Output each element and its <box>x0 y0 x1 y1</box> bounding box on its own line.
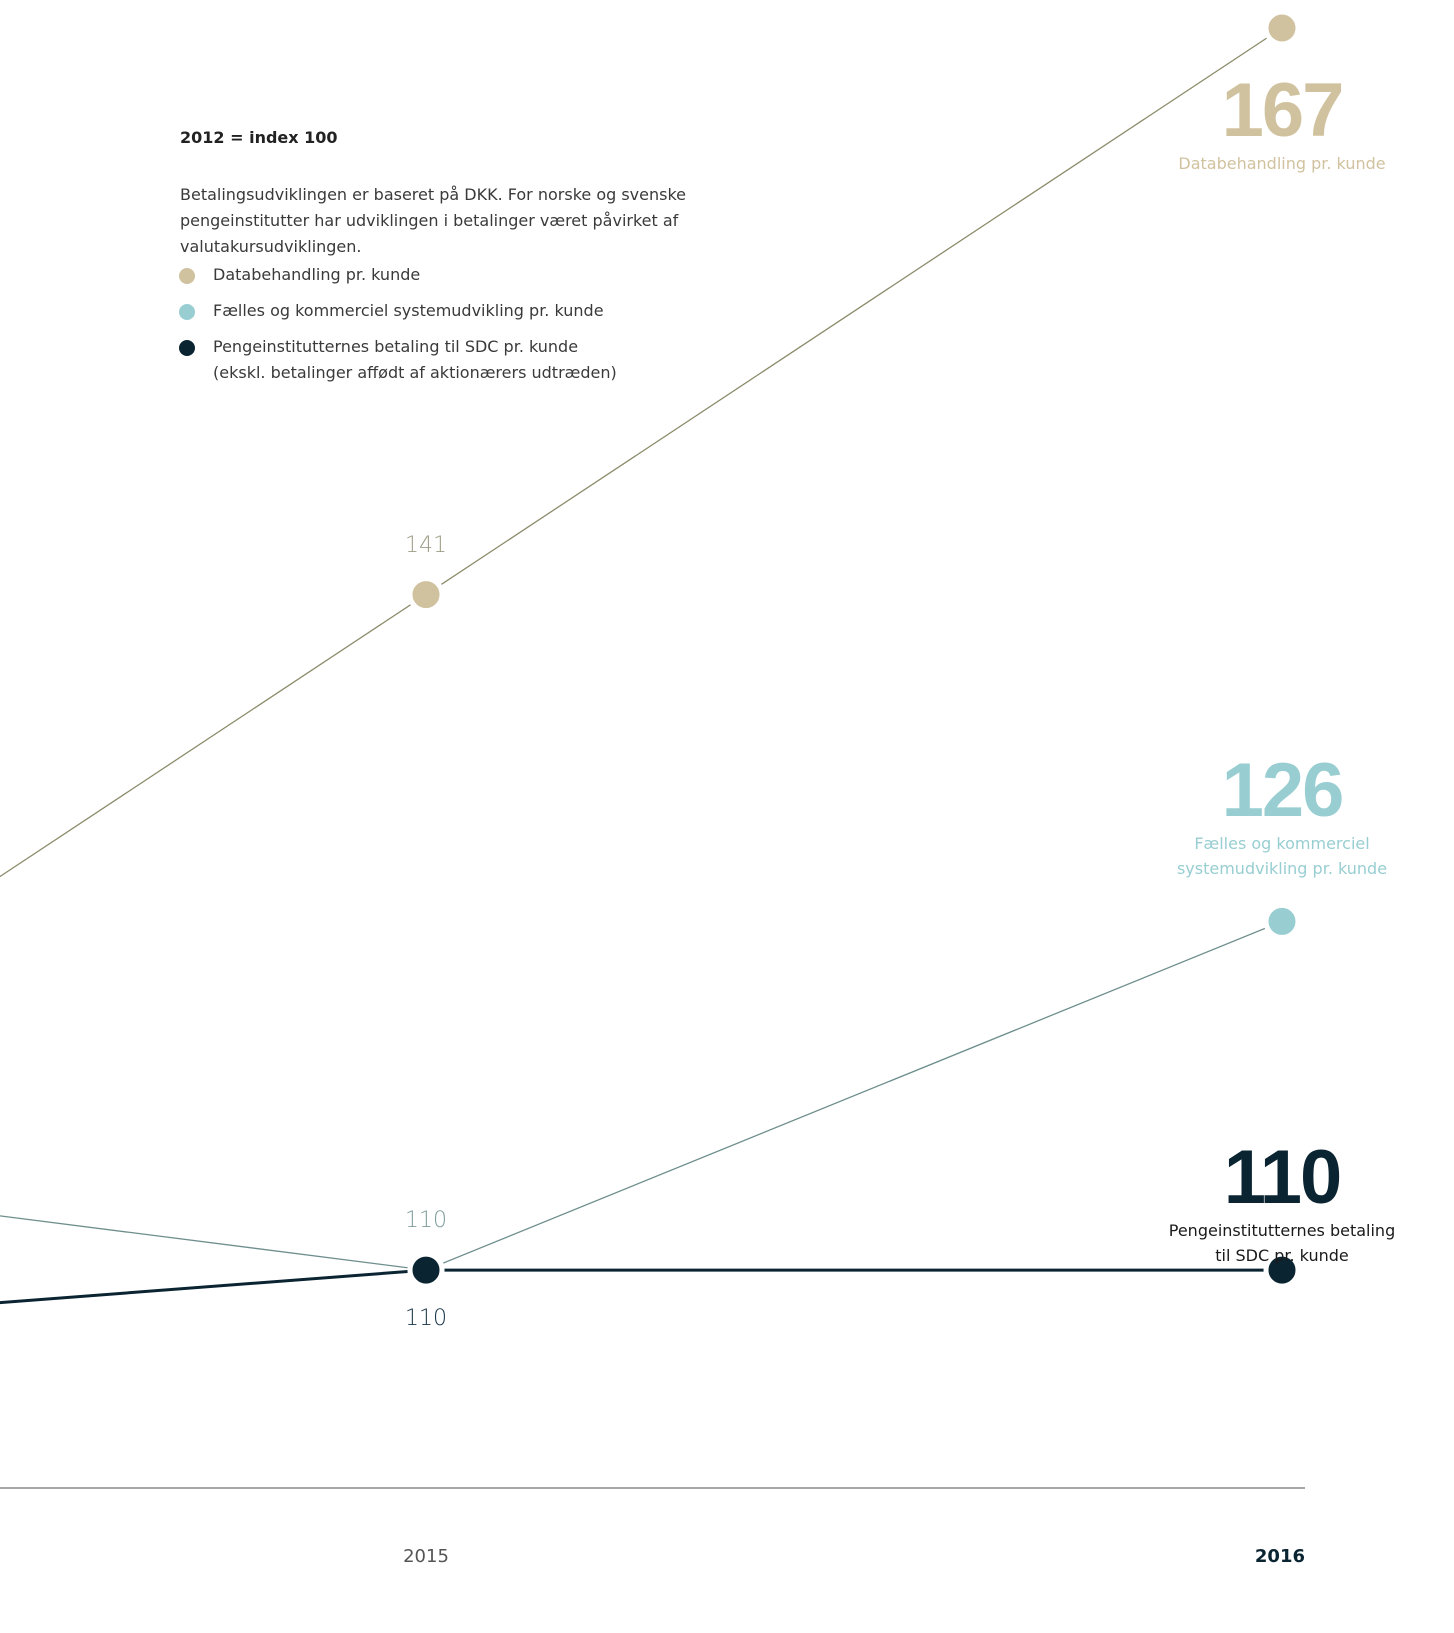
value-label: 110 <box>405 1306 447 1332</box>
end-value: 126 <box>1221 748 1345 834</box>
point <box>407 1251 445 1289</box>
x-tick-label: 2015 <box>403 1546 449 1567</box>
point <box>1263 902 1301 940</box>
x-tick-label: 2016 <box>1254 1546 1305 1567</box>
legend-marker <box>179 340 195 356</box>
point <box>1263 9 1301 47</box>
legend-label: Fælles og kommerciel systemudvikling pr.… <box>213 301 604 320</box>
note: Betalingsudviklingen er baseret på DKK. … <box>180 185 687 256</box>
legend-marker <box>179 304 195 320</box>
subtitle: 2012 = index 100 <box>180 128 338 147</box>
value-label: 110 <box>405 1208 447 1234</box>
end-value: 167 <box>1221 68 1345 153</box>
end-series-name: Pengeinstitutternes betaling til SDC pr.… <box>1168 1221 1396 1266</box>
legend-label: Databehandling pr. kunde <box>213 265 421 284</box>
point <box>1263 1251 1301 1289</box>
point <box>407 576 445 614</box>
end-series-name: Fælles og kommerciel systemudvikling pr.… <box>1176 834 1388 879</box>
end-series-name: Databehandling pr. kunde <box>1178 154 1386 173</box>
legend-label: Pengeinstitutternes betaling til SDC pr.… <box>213 337 579 356</box>
series-line <box>0 920 1283 1271</box>
legend-marker <box>179 268 195 284</box>
legend-note: (ekskl. betalinger affødt af aktionærers… <box>213 363 617 382</box>
value-label: 141 <box>405 532 447 558</box>
end-value: 110 <box>1223 1135 1343 1221</box>
series-line <box>0 1268 1282 1305</box>
